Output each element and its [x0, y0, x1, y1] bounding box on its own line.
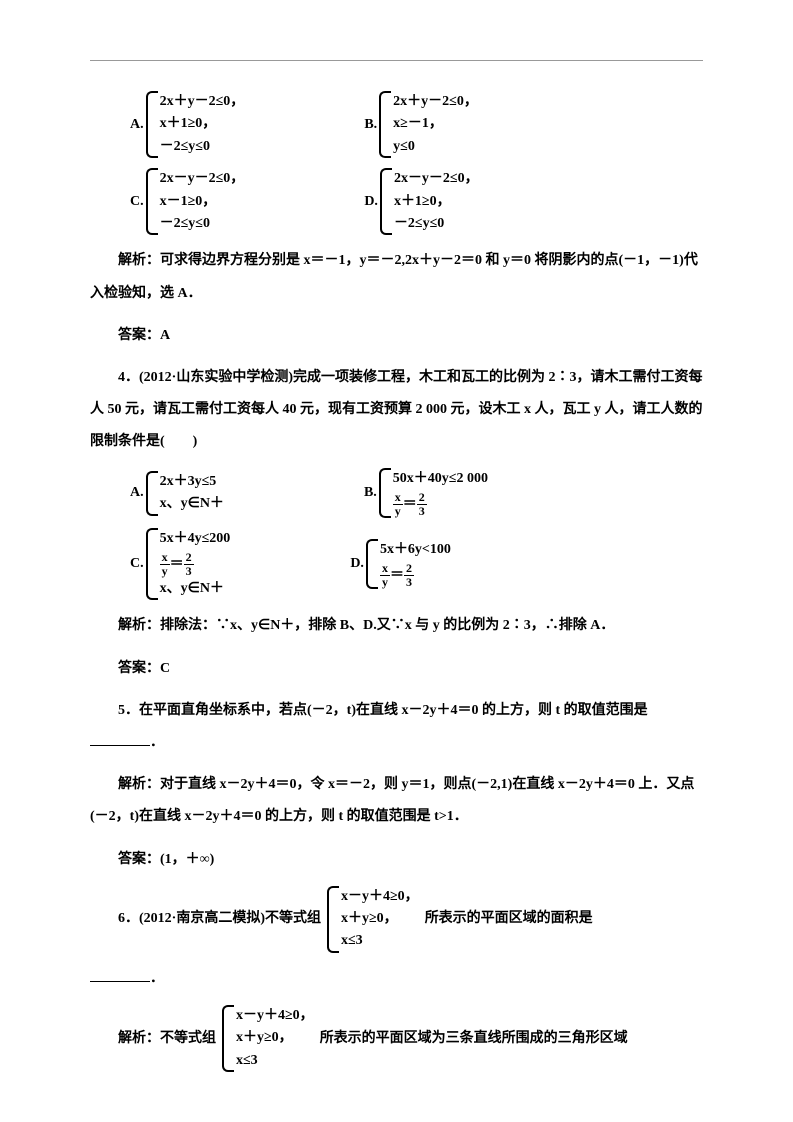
- top-rule: [90, 60, 703, 61]
- sys-line: x＋1≥0，: [394, 191, 479, 213]
- stem-post: ．: [150, 735, 164, 750]
- answer-label: 答案：: [118, 852, 160, 867]
- q6-analysis: 解析：不等式组 x－y＋4≥0， x＋y≥0， x≤3 所表示的平面区域为三条直…: [90, 1005, 703, 1072]
- fraction: xy: [380, 562, 390, 589]
- sys-line: x≥－1，: [393, 113, 478, 135]
- q3-options-row-2: C. 2x－y－2≤0， x－1≥0， －2≤y≤0 D. 2x－y－2≤0， …: [130, 168, 703, 235]
- system-brace: 2x－y－2≤0， x＋1≥0， －2≤y≤0: [380, 168, 479, 235]
- sys-line: x、y∈N＋: [160, 493, 224, 515]
- q4-option-d: D. 5x＋6y<100 xy＝23: [350, 528, 451, 600]
- sys-line: x＋1≥0，: [160, 113, 245, 135]
- fraction: 23: [184, 551, 194, 578]
- sys-line: xy＝23: [380, 562, 451, 589]
- system-brace: x－y＋4≥0， x＋y≥0， x≤3: [222, 1005, 314, 1072]
- system-brace: 50x＋40y≤2 000 xy＝23: [379, 468, 488, 518]
- option-label: D.: [364, 194, 378, 210]
- system-brace: 2x－y－2≤0， x－1≥0， －2≤y≤0: [146, 168, 245, 235]
- system-brace: 5x＋6y<100 xy＝23: [366, 539, 451, 589]
- option-label: A.: [130, 117, 144, 133]
- option-label: A.: [130, 485, 144, 501]
- fill-blank: [90, 967, 150, 982]
- system-brace: 2x＋3y≤5 x、y∈N＋: [146, 471, 224, 516]
- fraction: xy: [393, 491, 403, 518]
- sys-line: x－1≥0，: [160, 191, 245, 213]
- stem-pre: 6．(2012·南京高二模拟)不等式组: [118, 903, 321, 935]
- fraction: 23: [404, 562, 414, 589]
- fill-blank: [90, 731, 150, 746]
- q5-analysis: 解析：对于直线 x－2y＋4＝0，令 x＝－2，则 y＝1，则点(－2,1)在直…: [90, 769, 703, 833]
- system-brace: 2x＋y－2≤0， x＋1≥0， －2≤y≤0: [146, 91, 245, 158]
- q3-answer: 答案：A: [90, 320, 703, 352]
- system-brace: x－y＋4≥0， x＋y≥0， x≤3: [327, 886, 419, 953]
- sys-line: 50x＋40y≤2 000: [393, 468, 488, 490]
- q3-option-c: C. 2x－y－2≤0， x－1≥0， －2≤y≤0: [130, 168, 244, 235]
- sys-line: －2≤y≤0: [160, 213, 245, 235]
- answer-value: A: [160, 328, 170, 343]
- q4-option-c: C. 5x＋4y≤200 xy＝23 x、y∈N＋: [130, 528, 230, 600]
- sys-line: x＋y≥0，: [236, 1027, 314, 1049]
- page: A. 2x＋y－2≤0， x＋1≥0， －2≤y≤0 B. 2x＋y－2≤0， …: [0, 0, 793, 1122]
- q4-stem: 4．(2012·山东实验中学检测)完成一项装修工程，木工和瓦工的比例为 2∶3，…: [90, 362, 703, 459]
- q3-option-b: B. 2x＋y－2≤0， x≥－1， y≤0: [364, 91, 478, 158]
- q3-options-row-1: A. 2x＋y－2≤0， x＋1≥0， －2≤y≤0 B. 2x＋y－2≤0， …: [130, 91, 703, 158]
- answer-label: 答案：: [118, 328, 160, 343]
- q5-answer: 答案：(1，＋∞): [90, 844, 703, 876]
- sys-line: 2x＋3y≤5: [160, 471, 224, 493]
- analysis-pre: 解析：不等式组: [118, 1023, 216, 1055]
- sys-line: x、y∈N＋: [160, 578, 231, 600]
- q6-stem: 6．(2012·南京高二模拟)不等式组 x－y＋4≥0， x＋y≥0， x≤3 …: [90, 886, 703, 953]
- analysis-post: 所表示的平面区域为三条直线所围成的三角形区域: [320, 1023, 628, 1055]
- q3-option-d: D. 2x－y－2≤0， x＋1≥0， －2≤y≤0: [364, 168, 478, 235]
- stem-text: 5．在平面直角坐标系中，若点(－2，t)在直线 x－2y＋4＝0 的上方，则 t…: [118, 703, 648, 718]
- q4-answer: 答案：C: [90, 653, 703, 685]
- q6-system-2: x－y＋4≥0， x＋y≥0， x≤3: [222, 1005, 314, 1072]
- sys-line: x－y＋4≥0，: [236, 1005, 314, 1027]
- option-label: D.: [350, 556, 364, 572]
- sys-line: －2≤y≤0: [160, 136, 245, 158]
- option-label: C.: [130, 194, 144, 210]
- fraction: xy: [160, 551, 170, 578]
- option-label: B.: [364, 117, 377, 133]
- sys-line: xy＝23: [393, 491, 488, 518]
- option-label: B.: [364, 485, 377, 501]
- sys-line: 2x－y－2≤0，: [394, 168, 479, 190]
- answer-label: 答案：: [118, 661, 160, 676]
- answer-value: C: [160, 661, 170, 676]
- sys-line: 5x＋4y≤200: [160, 528, 231, 550]
- sys-line: 2x＋y－2≤0，: [393, 91, 478, 113]
- system-brace: 2x＋y－2≤0， x≥－1， y≤0: [379, 91, 478, 158]
- sys-line: xy＝23: [160, 551, 231, 578]
- system-brace: 5x＋4y≤200 xy＝23 x、y∈N＋: [146, 528, 231, 600]
- sys-line: －2≤y≤0: [394, 213, 479, 235]
- stem-mid: 所表示的平面区域的面积是: [425, 903, 593, 935]
- q4-option-b: B. 50x＋40y≤2 000 xy＝23: [364, 468, 488, 518]
- option-label: C.: [130, 556, 144, 572]
- sys-line: 5x＋6y<100: [380, 539, 451, 561]
- fraction: 23: [417, 491, 427, 518]
- sys-line: x≤3: [236, 1050, 314, 1072]
- answer-value: (1，＋∞): [160, 852, 214, 867]
- sys-line: x＋y≥0，: [341, 908, 419, 930]
- q6-system: x－y＋4≥0， x＋y≥0， x≤3: [327, 886, 419, 953]
- q6-blank-line: ．: [90, 963, 703, 995]
- q3-option-a: A. 2x＋y－2≤0， x＋1≥0， －2≤y≤0: [130, 91, 244, 158]
- q5-stem: 5．在平面直角坐标系中，若点(－2，t)在直线 x－2y＋4＝0 的上方，则 t…: [90, 695, 703, 759]
- q4-options-row-2: C. 5x＋4y≤200 xy＝23 x、y∈N＋ D. 5x＋6y<100 x…: [130, 528, 703, 600]
- sys-line: x－y＋4≥0，: [341, 886, 419, 908]
- q4-option-a: A. 2x＋3y≤5 x、y∈N＋: [130, 468, 224, 518]
- q4-analysis: 解析：排除法：∵x、y∈N＋，排除 B、D.又∵x 与 y 的比例为 2∶3，∴…: [90, 610, 703, 642]
- q4-options-row-1: A. 2x＋3y≤5 x、y∈N＋ B. 50x＋40y≤2 000 xy＝23: [130, 468, 703, 518]
- sys-line: 2x＋y－2≤0，: [160, 91, 245, 113]
- sys-line: x≤3: [341, 930, 419, 952]
- sys-line: y≤0: [393, 136, 478, 158]
- sys-line: 2x－y－2≤0，: [160, 168, 245, 190]
- q3-analysis: 解析：可求得边界方程分别是 x＝－1，y＝－2,2x＋y－2＝0 和 y＝0 将…: [90, 245, 703, 309]
- stem-post: ．: [150, 971, 164, 986]
